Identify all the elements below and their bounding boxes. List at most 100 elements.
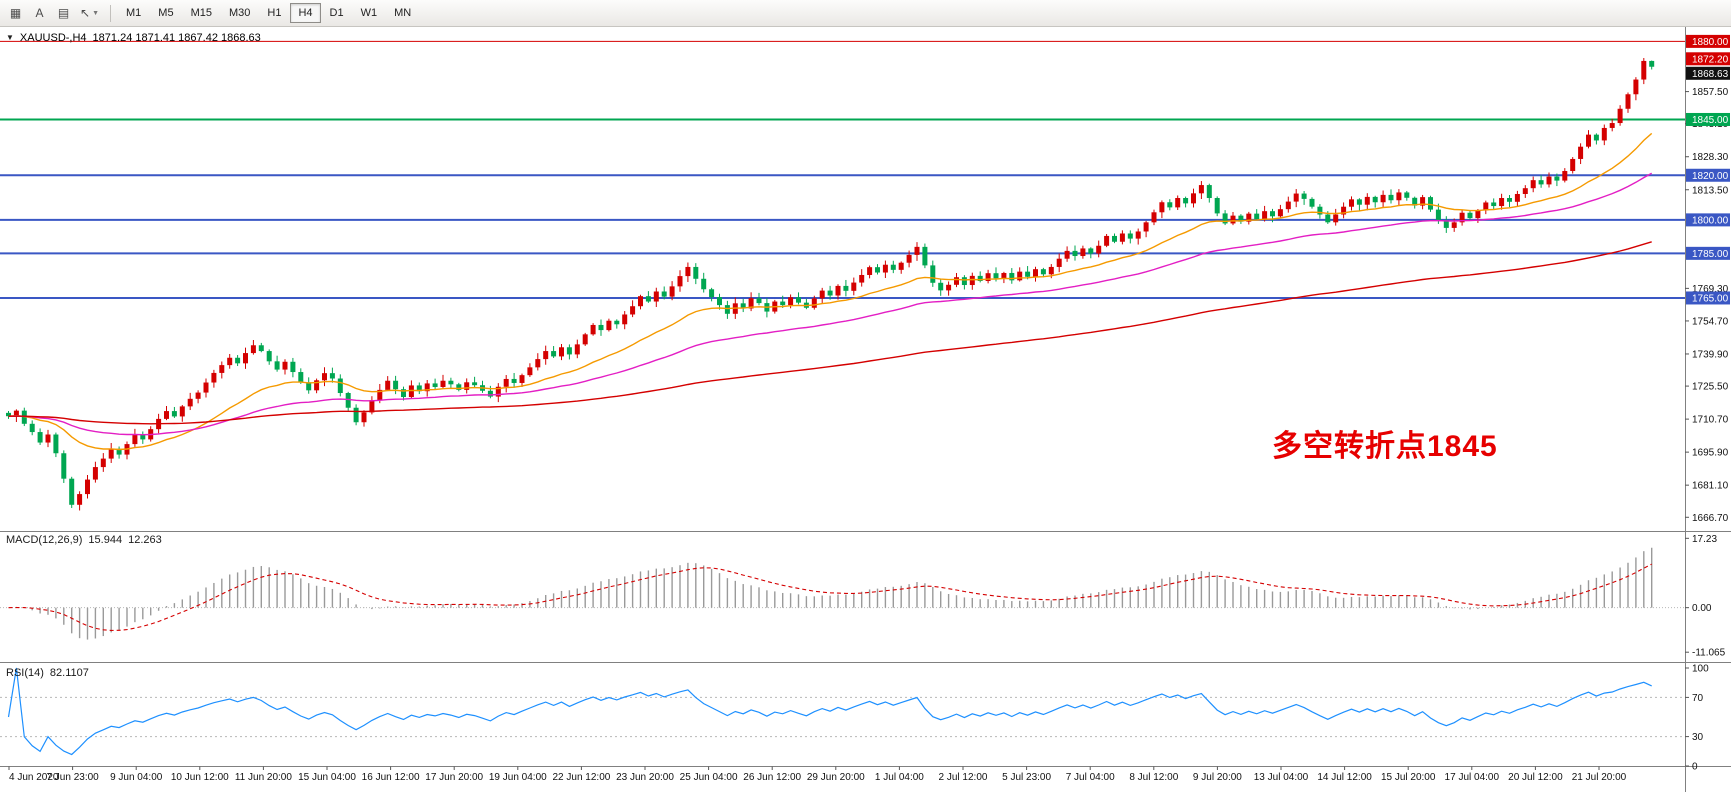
timeframe-m5-button[interactable]: M5 xyxy=(150,3,181,23)
svg-text:0.00: 0.00 xyxy=(1692,603,1712,614)
svg-text:10 Jun 12:00: 10 Jun 12:00 xyxy=(171,772,229,783)
svg-text:1725.50: 1725.50 xyxy=(1692,382,1729,393)
svg-text:4 Jun 2020: 4 Jun 2020 xyxy=(9,772,59,783)
svg-text:1739.90: 1739.90 xyxy=(1692,349,1729,360)
ma-slow-line xyxy=(8,241,1652,425)
svg-text:16 Jun 12:00: 16 Jun 12:00 xyxy=(362,772,420,783)
macd-histogram xyxy=(15,547,1653,640)
cursor-tool-dropdown[interactable]: ↖ ▼ xyxy=(76,3,103,24)
candles-layer xyxy=(6,58,1655,511)
rsi-line xyxy=(7,667,1652,756)
timeframe-m15-button[interactable]: M15 xyxy=(183,3,220,23)
svg-text:70: 70 xyxy=(1692,693,1704,704)
svg-text:1695.90: 1695.90 xyxy=(1692,448,1729,459)
svg-text:1769.30: 1769.30 xyxy=(1692,284,1729,295)
svg-text:1710.70: 1710.70 xyxy=(1692,415,1729,426)
template-icon[interactable]: ▤ xyxy=(52,3,75,24)
svg-text:20 Jul 12:00: 20 Jul 12:00 xyxy=(1508,772,1563,783)
symbol-collapse-icon[interactable]: ▼ xyxy=(6,33,14,42)
ohlc-values: 1871.24 1871.41 1867.42 1868.63 xyxy=(92,32,261,44)
svg-text:14 Jul 12:00: 14 Jul 12:00 xyxy=(1317,772,1372,783)
timeframe-w1-button[interactable]: W1 xyxy=(353,3,386,23)
chart-annotation-text[interactable]: 多空转折点1845 xyxy=(1272,430,1498,463)
svg-text:1765.00: 1765.00 xyxy=(1692,293,1729,304)
timeframe-h4-button[interactable]: H4 xyxy=(290,3,321,23)
chart-background xyxy=(0,27,1731,792)
svg-text:25 Jun 04:00: 25 Jun 04:00 xyxy=(680,772,738,783)
svg-text:8 Jul 12:00: 8 Jul 12:00 xyxy=(1129,772,1178,783)
svg-text:13 Jul 04:00: 13 Jul 04:00 xyxy=(1254,772,1309,783)
price-label-box: 1765.00 xyxy=(1686,291,1730,305)
svg-text:7 Jun 23:00: 7 Jun 23:00 xyxy=(46,772,99,783)
svg-text:1820.00: 1820.00 xyxy=(1692,171,1729,182)
svg-text:9 Jun 04:00: 9 Jun 04:00 xyxy=(110,772,163,783)
svg-text:22 Jun 12:00: 22 Jun 12:00 xyxy=(552,772,610,783)
symbol-timeframe-label: XAUUSD-,H4 xyxy=(19,32,87,44)
macd-signal-line xyxy=(8,563,1652,631)
chart-canvas[interactable]: 1857.501843.101828.301813.501769.301754.… xyxy=(0,27,1731,792)
svg-text:1828.30: 1828.30 xyxy=(1692,152,1729,163)
svg-text:5 Jul 23:00: 5 Jul 23:00 xyxy=(1002,772,1051,783)
text-tool-glyph: A xyxy=(35,6,44,20)
svg-text:15 Jul 20:00: 15 Jul 20:00 xyxy=(1381,772,1436,783)
price-label-box: 1800.00 xyxy=(1686,213,1730,227)
svg-text:19 Jun 04:00: 19 Jun 04:00 xyxy=(489,772,547,783)
svg-text:29 Jun 20:00: 29 Jun 20:00 xyxy=(807,772,865,783)
svg-text:15 Jun 04:00: 15 Jun 04:00 xyxy=(298,772,356,783)
ma-medium-line xyxy=(8,172,1653,436)
chevron-down-icon: ▼ xyxy=(92,9,99,17)
text-tool-icon[interactable]: A xyxy=(28,3,51,24)
svg-text:1857.50: 1857.50 xyxy=(1692,87,1729,98)
timeframe-m30-button[interactable]: M30 xyxy=(221,3,258,23)
svg-text:2 Jul 12:00: 2 Jul 12:00 xyxy=(939,772,988,783)
svg-text:1754.70: 1754.70 xyxy=(1692,316,1729,327)
chart-info-line: ▼ XAUUSD-,H4 1871.24 1871.41 1867.42 186… xyxy=(6,32,261,44)
svg-text:17.23: 17.23 xyxy=(1692,534,1717,545)
svg-text:1845.00: 1845.00 xyxy=(1692,115,1729,126)
rsi-value: 82.1107 xyxy=(49,667,89,679)
svg-text:1681.10: 1681.10 xyxy=(1692,481,1729,492)
macd-signal-value: 12.263 xyxy=(128,534,162,546)
price-label-box: 1868.63 xyxy=(1686,66,1730,80)
timeframe-h1-button[interactable]: H1 xyxy=(259,3,289,23)
price-label-box: 1872.20 xyxy=(1686,52,1730,66)
svg-text:17 Jun 20:00: 17 Jun 20:00 xyxy=(425,772,483,783)
svg-text:100: 100 xyxy=(1692,664,1709,675)
svg-text:7 Jul 04:00: 7 Jul 04:00 xyxy=(1066,772,1115,783)
svg-text:1813.50: 1813.50 xyxy=(1692,185,1729,196)
svg-text:21 Jul 20:00: 21 Jul 20:00 xyxy=(1572,772,1627,783)
chart-area[interactable]: 1857.501843.101828.301813.501769.301754.… xyxy=(0,27,1731,792)
svg-text:11 Jun 20:00: 11 Jun 20:00 xyxy=(235,772,293,783)
template-glyph: ▤ xyxy=(57,6,70,20)
charts-grid-glyph: ▦ xyxy=(9,6,22,20)
svg-text:-11.065: -11.065 xyxy=(1692,648,1726,659)
macd-name: MACD(12,26,9) xyxy=(6,534,83,546)
svg-text:1800.00: 1800.00 xyxy=(1692,215,1729,226)
price-label-box: 1785.00 xyxy=(1686,246,1730,260)
timeframe-d1-button[interactable]: D1 xyxy=(322,3,352,23)
svg-text:30: 30 xyxy=(1692,732,1704,743)
svg-text:9 Jul 20:00: 9 Jul 20:00 xyxy=(1193,772,1242,783)
svg-text:26 Jun 12:00: 26 Jun 12:00 xyxy=(743,772,801,783)
charts-grid-icon[interactable]: ▦ xyxy=(4,3,27,24)
toolbar: ▦ A ▤ ↖ ▼ M1 M5 M15 M30 H1 H4 D1 W1 MN xyxy=(0,0,1731,27)
macd-indicator-label: MACD(12,26,9) 15.944 12.263 xyxy=(6,534,162,546)
svg-text:1666.70: 1666.70 xyxy=(1692,513,1729,524)
svg-text:23 Jun 20:00: 23 Jun 20:00 xyxy=(616,772,674,783)
price-scale-bg[interactable] xyxy=(1685,27,1731,792)
svg-text:0: 0 xyxy=(1692,762,1698,773)
svg-text:1 Jul 04:00: 1 Jul 04:00 xyxy=(875,772,924,783)
svg-text:17 Jul 04:00: 17 Jul 04:00 xyxy=(1445,772,1500,783)
ma-fast-line xyxy=(8,132,1653,451)
toolbar-separator xyxy=(110,4,111,22)
timeframe-m1-button[interactable]: M1 xyxy=(118,3,149,23)
svg-text:1785.00: 1785.00 xyxy=(1692,249,1729,260)
price-label-box: 1845.00 xyxy=(1686,112,1730,126)
svg-text:1880.00: 1880.00 xyxy=(1692,37,1729,48)
svg-text:1872.20: 1872.20 xyxy=(1692,54,1729,65)
timeframe-mn-button[interactable]: MN xyxy=(386,3,419,23)
cursor-tool-glyph: ↖ xyxy=(80,6,91,20)
price-label-box: 1820.00 xyxy=(1686,168,1730,182)
